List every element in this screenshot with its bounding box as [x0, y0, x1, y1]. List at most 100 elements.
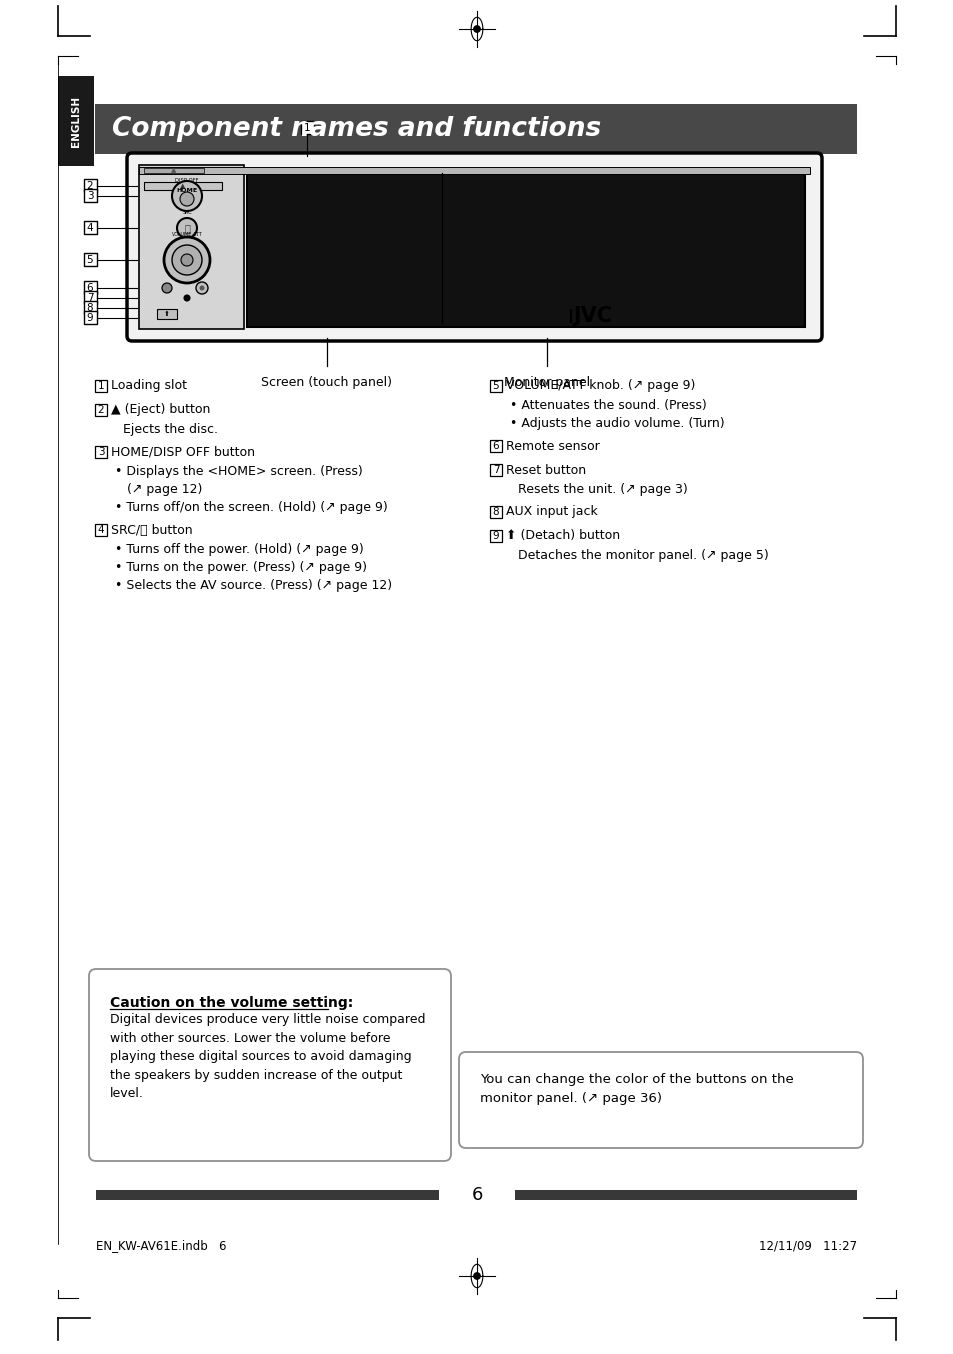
Text: VOLUME·ATT: VOLUME·ATT	[172, 233, 202, 237]
Circle shape	[172, 245, 202, 275]
Text: Detaches the monitor panel. (↗ page 5): Detaches the monitor panel. (↗ page 5)	[517, 550, 768, 562]
Text: 1: 1	[303, 123, 310, 133]
Text: You can change the color of the buttons on the
monitor panel. (↗ page 36): You can change the color of the buttons …	[479, 1072, 793, 1105]
Text: AUX input jack: AUX input jack	[505, 505, 598, 519]
Circle shape	[473, 1273, 480, 1280]
Bar	[95, 403, 107, 416]
FancyBboxPatch shape	[89, 969, 451, 1160]
Text: ▲ (Eject) button: ▲ (Eject) button	[111, 403, 211, 417]
Bar	[84, 179, 97, 192]
Text: ENGLISH: ENGLISH	[71, 95, 81, 146]
Text: Resets the unit. (↗ page 3): Resets the unit. (↗ page 3)	[517, 483, 687, 497]
Bar	[95, 380, 107, 393]
Text: ▲: ▲	[172, 167, 176, 173]
Text: Loading slot: Loading slot	[111, 379, 187, 393]
Text: 8: 8	[87, 303, 93, 313]
Text: Monitor panel: Monitor panel	[503, 376, 590, 389]
Bar	[490, 440, 501, 452]
Circle shape	[172, 181, 202, 211]
Text: 1: 1	[97, 380, 104, 391]
Text: Ejects the disc.: Ejects the disc.	[123, 424, 218, 436]
Circle shape	[473, 26, 480, 32]
FancyBboxPatch shape	[127, 153, 821, 341]
FancyBboxPatch shape	[458, 1052, 862, 1148]
Text: EN_KW-AV61E.indb   6: EN_KW-AV61E.indb 6	[96, 1239, 226, 1252]
Text: Screen (touch panel): Screen (touch panel)	[261, 376, 392, 389]
Bar	[247, 169, 804, 328]
Text: 4: 4	[87, 223, 93, 233]
Text: DISP OFF: DISP OFF	[175, 177, 198, 183]
Text: 4: 4	[97, 525, 104, 535]
Text: ⬆ (Detach) button: ⬆ (Detach) button	[505, 529, 619, 543]
Text: HOME/DISP OFF button: HOME/DISP OFF button	[111, 445, 254, 459]
Bar	[144, 181, 222, 190]
Circle shape	[195, 282, 208, 294]
Text: ⬆: ⬆	[164, 311, 170, 317]
Text: SRC: SRC	[182, 210, 192, 215]
Text: Digital devices produce very little noise compared
with other sources. Lower the: Digital devices produce very little nois…	[110, 1013, 425, 1099]
Circle shape	[199, 286, 204, 291]
Bar	[157, 309, 177, 320]
Text: 6: 6	[471, 1186, 482, 1204]
Bar	[84, 253, 97, 265]
Text: 3: 3	[87, 191, 93, 200]
Bar	[84, 282, 97, 294]
Circle shape	[164, 237, 210, 283]
Text: • Turns off the power. (Hold) (↗ page 9): • Turns off the power. (Hold) (↗ page 9)	[115, 543, 363, 556]
Bar	[490, 464, 501, 477]
Bar	[95, 524, 107, 536]
Text: (↗ page 12): (↗ page 12)	[127, 483, 202, 497]
Bar	[301, 121, 314, 134]
Text: • Adjusts the audio volume. (Turn): • Adjusts the audio volume. (Turn)	[510, 417, 724, 431]
Text: 7: 7	[87, 292, 93, 303]
Bar	[144, 168, 204, 173]
Circle shape	[184, 295, 190, 301]
Bar	[515, 1190, 856, 1200]
Bar	[84, 221, 97, 234]
Circle shape	[162, 283, 172, 292]
Circle shape	[177, 218, 196, 238]
Bar	[490, 506, 501, 519]
Bar	[84, 311, 97, 324]
Text: • Turns on the power. (Press) (↗ page 9): • Turns on the power. (Press) (↗ page 9)	[115, 562, 367, 574]
Text: ▲: ▲	[180, 183, 186, 190]
Bar	[58, 76, 94, 167]
Text: VOLUME/ATT knob. (↗ page 9): VOLUME/ATT knob. (↗ page 9)	[505, 379, 695, 393]
Bar	[490, 529, 501, 542]
Text: 12/11/09   11:27: 12/11/09 11:27	[758, 1239, 856, 1252]
Text: 9: 9	[492, 531, 498, 542]
Bar	[95, 104, 856, 154]
Bar	[490, 380, 501, 393]
Text: • Attenuates the sound. (Press): • Attenuates the sound. (Press)	[510, 399, 706, 413]
Bar	[95, 445, 107, 458]
Text: Component names and functions: Component names and functions	[112, 116, 600, 142]
Text: • Selects the AV source. (Press) (↗ page 12): • Selects the AV source. (Press) (↗ page…	[115, 580, 392, 593]
Text: • Displays the <HOME> screen. (Press): • Displays the <HOME> screen. (Press)	[115, 466, 362, 478]
Text: Caution on the volume setting:: Caution on the volume setting:	[110, 997, 353, 1010]
Bar	[84, 190, 97, 202]
Text: 7: 7	[492, 464, 498, 475]
Text: Remote sensor: Remote sensor	[505, 440, 599, 452]
Text: • Turns off/on the screen. (Hold) (↗ page 9): • Turns off/on the screen. (Hold) (↗ pag…	[115, 501, 387, 515]
Circle shape	[180, 192, 193, 206]
Bar	[139, 167, 809, 175]
Text: SRC/⏻ button: SRC/⏻ button	[111, 524, 193, 536]
Bar	[96, 1190, 438, 1200]
Bar	[139, 165, 244, 329]
Text: 2: 2	[87, 181, 93, 191]
Text: 3: 3	[97, 447, 104, 458]
Text: 6: 6	[87, 283, 93, 292]
Text: 6: 6	[492, 441, 498, 451]
Text: 5: 5	[87, 255, 93, 265]
Text: JVC: JVC	[573, 306, 612, 326]
Text: Reset button: Reset button	[505, 463, 585, 477]
Bar	[84, 301, 97, 314]
Text: 9: 9	[87, 313, 93, 324]
Text: ⏻: ⏻	[184, 223, 190, 233]
Text: 8: 8	[492, 506, 498, 517]
Text: 2: 2	[97, 405, 104, 414]
Circle shape	[181, 255, 193, 265]
Text: HOME: HOME	[176, 187, 197, 192]
Bar	[84, 291, 97, 305]
Text: 5: 5	[492, 380, 498, 391]
